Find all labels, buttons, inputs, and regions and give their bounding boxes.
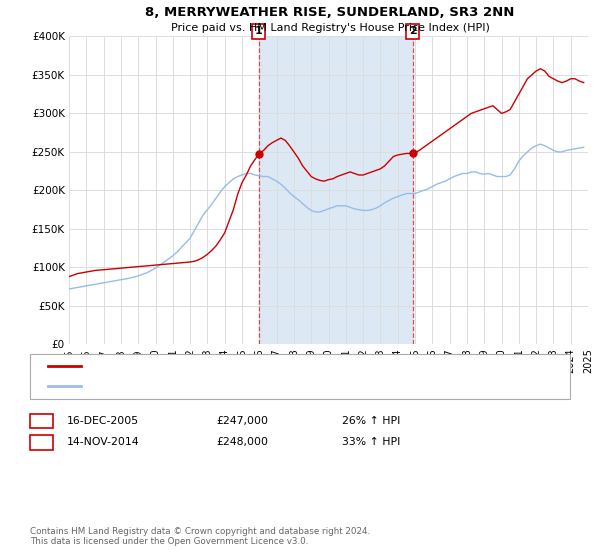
Text: 1: 1 <box>255 26 262 36</box>
Bar <box>259 36 413 344</box>
Text: 33% ↑ HPI: 33% ↑ HPI <box>342 437 400 447</box>
Text: 8, MERRYWEATHER RISE, SUNDERLAND, SR3 2NN (detached house): 8, MERRYWEATHER RISE, SUNDERLAND, SR3 2N… <box>87 361 425 371</box>
Text: Price paid vs. HM Land Registry's House Price Index (HPI): Price paid vs. HM Land Registry's House … <box>170 24 490 34</box>
Text: 1: 1 <box>38 416 45 426</box>
Text: 16-DEC-2005: 16-DEC-2005 <box>67 416 139 426</box>
Text: 2: 2 <box>409 26 416 36</box>
Text: £248,000: £248,000 <box>216 437 268 447</box>
Text: 8, MERRYWEATHER RISE, SUNDERLAND, SR3 2NN: 8, MERRYWEATHER RISE, SUNDERLAND, SR3 2N… <box>145 6 515 19</box>
Text: 26% ↑ HPI: 26% ↑ HPI <box>342 416 400 426</box>
Text: 2: 2 <box>38 437 45 447</box>
Text: HPI: Average price, detached house, Sunderland: HPI: Average price, detached house, Sund… <box>87 381 329 391</box>
Text: Contains HM Land Registry data © Crown copyright and database right 2024.
This d: Contains HM Land Registry data © Crown c… <box>30 526 370 546</box>
Text: £247,000: £247,000 <box>216 416 268 426</box>
Text: 14-NOV-2014: 14-NOV-2014 <box>67 437 140 447</box>
